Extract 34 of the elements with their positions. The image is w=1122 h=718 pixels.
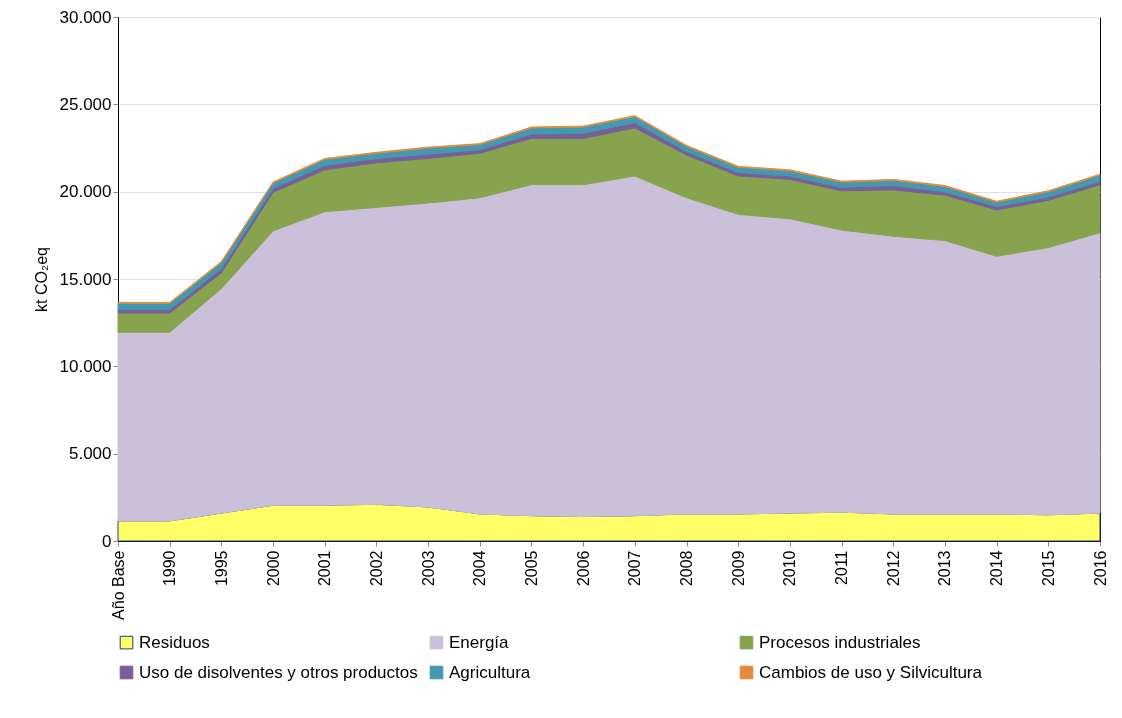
x-tick-label: 2002 [367, 550, 385, 587]
legend-label: Procesos industriales [759, 632, 921, 652]
y-tick-label: 20.000 [59, 182, 112, 202]
x-tick-label: 2010 [781, 550, 799, 587]
legend-label: Cambios de uso y Silvicultura [759, 662, 983, 682]
y-tick-label: 0 [102, 531, 112, 551]
y-tick-label: 15.000 [59, 269, 112, 289]
legend-label: Energía [449, 632, 510, 652]
x-tick-label: 2005 [522, 550, 540, 587]
y-axis-title: kt CO₂eq [32, 247, 50, 312]
x-tick-label: 2012 [884, 550, 902, 587]
legend-label: Agricultura [449, 662, 531, 682]
x-tick-label: 2006 [574, 550, 592, 587]
x-tick-label: 1990 [161, 550, 179, 587]
x-tick-label: 2003 [419, 550, 437, 587]
x-tick-label: 2011 [833, 550, 851, 585]
x-tick-label: 2016 [1091, 550, 1109, 587]
x-tick-label: 2004 [471, 550, 489, 587]
legend-label: Residuos [139, 632, 210, 652]
y-tick-label: 30.000 [59, 7, 112, 27]
y-tick-label: 25.000 [59, 94, 112, 114]
x-tick-label: Año Base [109, 550, 127, 620]
x-tick-label: 2013 [936, 550, 954, 587]
x-tick-label: 2007 [626, 550, 644, 587]
x-tick-label: 2009 [729, 550, 747, 587]
x-tick-label: 2008 [678, 550, 696, 587]
x-tick-label: 2014 [988, 550, 1006, 587]
x-tick-label: 2000 [264, 550, 282, 587]
y-tick-label: 5.000 [68, 444, 112, 464]
x-tick-label: 2015 [1039, 550, 1057, 587]
x-tick-label: 2001 [316, 550, 334, 587]
x-tick-label: 1995 [212, 550, 230, 587]
y-tick-label: 10.000 [59, 356, 112, 376]
legend-label: Uso de disolventes y otros productos [139, 662, 418, 682]
